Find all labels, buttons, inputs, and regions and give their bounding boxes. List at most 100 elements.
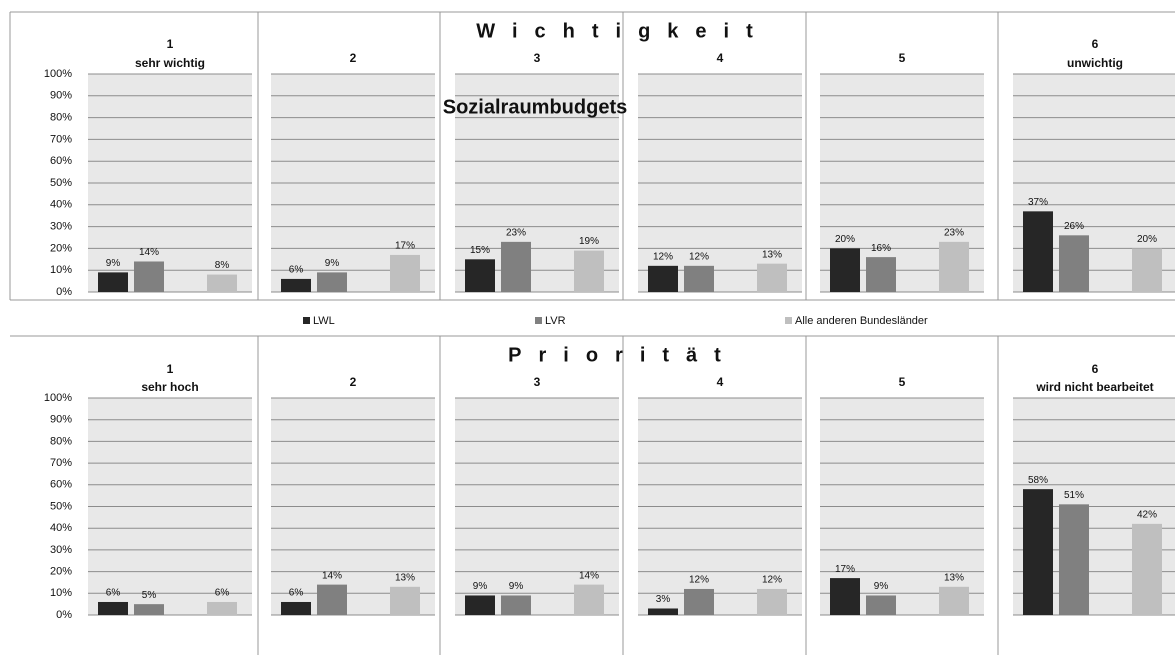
bar [207,274,237,292]
value-label: 14% [322,570,342,581]
bar [281,278,311,292]
legend-swatch [303,317,310,324]
panel-label: 5 [899,375,906,389]
bar [939,586,969,615]
y-tick-label: 0% [56,609,72,621]
bar [501,595,531,615]
value-label: 16% [871,243,891,254]
value-label: 6% [289,588,304,599]
panel-sublabel: wird nicht bearbeitet [1035,380,1153,394]
y-tick-label: 90% [50,414,72,426]
value-label: 5% [142,590,157,601]
row-title: Priorität [508,344,738,366]
value-label: 9% [106,258,121,269]
bar [1023,489,1053,615]
bar [574,250,604,292]
legend-label: LWL [313,315,335,327]
y-tick-label: 30% [50,544,72,556]
y-tick-label: 40% [50,199,72,211]
bar [207,601,237,615]
y-tick-label: 30% [50,221,72,233]
y-tick-label: 90% [50,90,72,102]
y-tick-label: 20% [50,566,72,578]
value-label: 14% [139,247,159,258]
bar [684,265,714,292]
row-title: Wichtigkeit [476,20,770,42]
bar [465,595,495,615]
y-tick-label: 70% [50,457,72,469]
panel-sublabel: sehr wichtig [135,56,205,70]
panel-label: 3 [534,375,541,389]
bar [830,248,860,292]
bar [830,578,860,615]
panel-label: 3 [534,51,541,65]
legend-swatch [785,317,792,324]
value-label: 12% [689,251,709,262]
y-tick-label: 20% [50,242,72,254]
bar [501,241,531,292]
bar [574,584,604,615]
y-tick-label: 100% [44,392,72,404]
value-label: 13% [944,572,964,583]
y-tick-label: 70% [50,133,72,145]
value-label: 9% [473,581,488,592]
value-label: 9% [509,581,524,592]
bar [866,595,896,615]
value-label: 9% [325,258,340,269]
y-tick-label: 10% [50,587,72,599]
value-label: 12% [762,575,782,586]
panel-label: 5 [899,51,906,65]
panel-label: 4 [717,375,724,389]
bar [1059,235,1089,292]
value-label: 12% [653,251,673,262]
panel-label: 1 [167,37,174,51]
bar [939,241,969,292]
value-label: 20% [1137,234,1157,245]
bar [134,261,164,292]
value-label: 58% [1028,475,1048,486]
bar [757,588,787,615]
bar [757,263,787,292]
bar [98,601,128,615]
bar [98,272,128,292]
bar [390,586,420,615]
panel-label: 6 [1092,37,1099,51]
value-label: 26% [1064,221,1084,232]
bar [684,588,714,615]
panel-label: 4 [717,51,724,65]
value-label: 12% [689,575,709,586]
value-label: 6% [215,588,230,599]
value-label: 51% [1064,490,1084,501]
y-tick-label: 50% [50,177,72,189]
y-tick-label: 60% [50,155,72,167]
bar [317,272,347,292]
bar [390,254,420,292]
bar [648,265,678,292]
value-label: 17% [395,241,415,252]
legend-label: LVR [545,315,566,327]
value-label: 13% [395,572,415,583]
bar [648,608,678,615]
y-tick-label: 80% [50,112,72,124]
y-tick-label: 50% [50,500,72,512]
bar [866,257,896,292]
y-tick-label: 10% [50,264,72,276]
bar [1023,211,1053,292]
y-tick-label: 60% [50,479,72,491]
panel-label: 2 [350,51,357,65]
bar [281,601,311,615]
frame [9,11,1175,337]
value-label: 8% [215,260,230,271]
value-label: 37% [1028,197,1048,208]
value-label: 19% [579,236,599,247]
value-label: 14% [579,570,599,581]
panel-label: 2 [350,375,357,389]
bar [465,259,495,292]
value-label: 23% [944,228,964,239]
value-label: 9% [874,581,889,592]
y-tick-label: 100% [44,68,72,80]
panel-label: 6 [1092,362,1099,376]
bar [134,604,164,615]
legend-swatch [535,317,542,324]
